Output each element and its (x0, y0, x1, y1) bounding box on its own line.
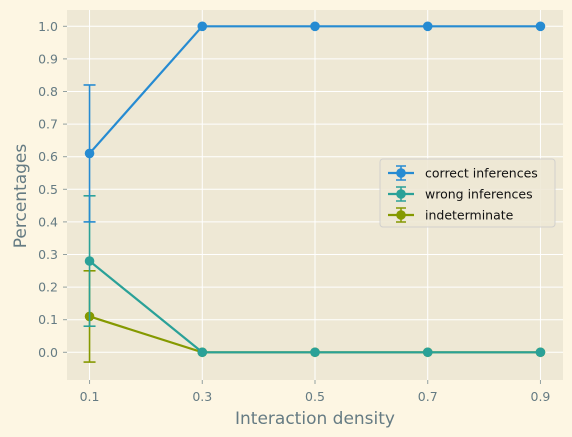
x-tick-label: 0.9 (531, 389, 551, 404)
y-tick-label: 0.6 (38, 149, 58, 164)
series-correct-inferences (83, 21, 546, 223)
x-tick-label: 0.3 (192, 389, 212, 404)
legend-marker (396, 168, 406, 178)
data-point (422, 21, 433, 32)
data-point (310, 21, 320, 32)
y-tick-label: 1.0 (38, 19, 58, 34)
y-tick-label: 0.0 (38, 345, 58, 360)
legend-label: wrong inferences (425, 187, 533, 202)
data-point (197, 347, 208, 358)
series-layer (83, 21, 546, 363)
x-axis-title: Interaction density (235, 409, 395, 429)
data-point (535, 21, 546, 32)
legend-box (379, 158, 556, 228)
data-point (535, 347, 546, 358)
x-tick-label: 0.7 (418, 389, 438, 404)
y-tick-label: 0.4 (38, 214, 58, 229)
data-point (84, 148, 95, 159)
x-axis-ticks: 0.1 0.3 0.5 0.7 0.9 (80, 380, 551, 404)
y-tick-label: 0.7 (38, 117, 58, 132)
legend-marker (396, 189, 406, 199)
y-axis-ticks: 0.0 0.1 0.2 0.3 0.4 0.5 0.6 0.7 0.8 0.9 1.0 (38, 19, 67, 360)
y-tick-label: 0.1 (38, 312, 58, 327)
data-point (84, 256, 95, 266)
legend-label: correct inferences (425, 166, 538, 181)
y-tick-label: 0.9 (38, 51, 58, 66)
y-tick-label: 0.2 (38, 280, 58, 295)
y-tick-label: 0.8 (38, 84, 58, 99)
legend: correct inferences wrong inferences indete… (379, 158, 556, 228)
y-tick-label: 0.5 (38, 182, 58, 197)
legend-label: indeterminate (425, 208, 514, 223)
y-tick-label: 0.3 (38, 247, 58, 262)
x-tick-label: 0.5 (305, 389, 325, 404)
data-point (422, 347, 433, 358)
data-point (197, 21, 208, 32)
data-point (310, 347, 320, 358)
x-tick-label: 0.1 (80, 389, 100, 404)
y-axis-title: Percentages (11, 144, 31, 249)
legend-marker (396, 210, 406, 220)
